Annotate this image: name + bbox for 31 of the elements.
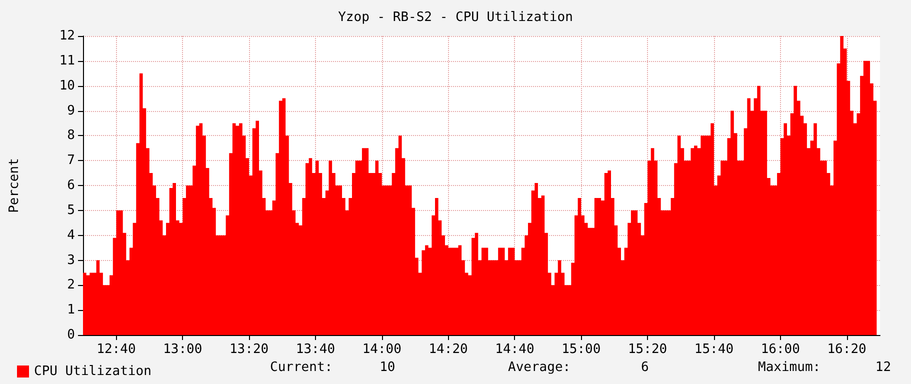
x-tick-label: 15:20: [628, 342, 668, 357]
chart-title: Yzop - RB-S2 - CPU Utilization: [338, 10, 573, 25]
text: Average: 6: [508, 360, 649, 375]
x-tick-label: 15:40: [694, 342, 734, 357]
x-tick-label: 16:20: [827, 342, 866, 357]
x-tick-label: 14:40: [495, 342, 534, 357]
x-tick-label: 14:00: [362, 342, 402, 357]
y-tick-label: 8: [67, 128, 75, 144]
y-tick-label: 2: [67, 278, 75, 293]
x-tick-label: 15:00: [562, 342, 601, 357]
y-tick-label: 11: [59, 53, 75, 68]
y-tick-label: 6: [67, 178, 75, 193]
y-tick-label: 12: [59, 28, 75, 44]
x-tick-label: 12:40: [96, 342, 136, 357]
legend-label: CPU Utilization: [34, 364, 152, 379]
text: Current: 10: [270, 360, 396, 375]
y-tick-label: 1: [67, 302, 75, 318]
y-tick-label: 9: [67, 103, 75, 118]
text: Maximum: 12: [758, 360, 892, 375]
y-tick-label: 4: [67, 228, 76, 243]
y-tick-label: 0: [67, 328, 75, 342]
x-tick-label: 16:00: [760, 342, 800, 357]
x-tick-label: 13:40: [296, 342, 336, 357]
y-tick-label: 7: [67, 153, 75, 168]
y-tick-label: 10: [59, 78, 75, 94]
y-tick-label: 5: [67, 202, 75, 218]
y-axis-title: Percent: [7, 158, 22, 213]
x-tick-label: 13:00: [163, 342, 202, 357]
y-tick-label: 3: [67, 252, 75, 268]
x-tick-label: 14:20: [428, 342, 468, 357]
x-tick-label: 13:20: [229, 342, 269, 357]
